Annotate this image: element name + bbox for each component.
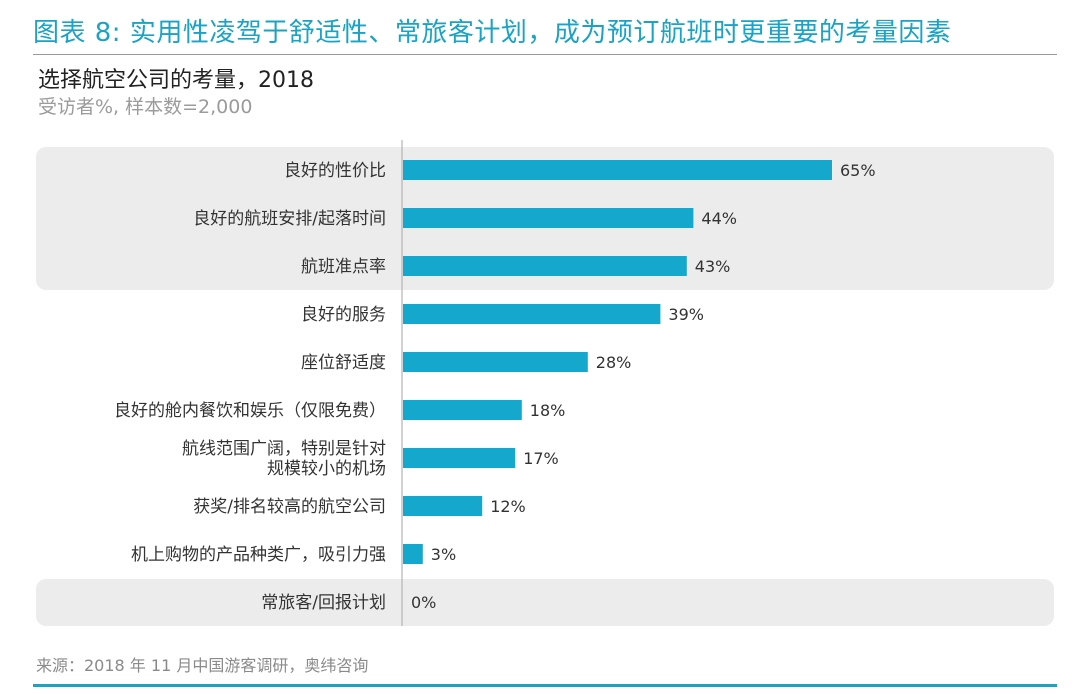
bar-7	[403, 496, 483, 516]
bar-8	[403, 544, 423, 564]
bar-3	[403, 304, 661, 324]
highlight-band-1	[36, 579, 1054, 626]
category-label-2: 航班准点率	[301, 257, 386, 277]
category-label-4: 座位舒适度	[301, 353, 386, 373]
category-label-1: 良好的航班安排/起落时间	[193, 209, 386, 229]
bottom-divider	[33, 684, 1057, 687]
value-label-6: 17%	[523, 449, 559, 468]
value-label-5: 18%	[530, 401, 566, 420]
category-label-6-line-0: 航线范围广阔，特别是针对	[182, 439, 386, 459]
value-labels: 65% 44% 43% 39% 28% 18% 17% 12% 3% 0%	[411, 161, 876, 612]
bar-2	[403, 256, 687, 276]
value-label-9: 0%	[411, 593, 436, 612]
category-label-8: 机上购物的产品种类广，吸引力强	[131, 545, 386, 565]
value-label-0: 65%	[840, 161, 876, 180]
figure-title: 图表 8: 实用性凌驾于舒适性、常旅客计划，成为预订航班时更重要的考量因素	[33, 18, 952, 48]
bar-0	[403, 160, 832, 180]
category-label-3: 良好的服务	[301, 305, 386, 325]
value-label-7: 12%	[490, 497, 526, 516]
category-label-7: 获奖/排名较高的航空公司	[193, 497, 386, 517]
value-label-2: 43%	[695, 257, 731, 276]
category-label-9: 常旅客/回报计划	[261, 593, 386, 613]
category-label-5: 良好的舱内餐饮和娱乐（仅限免费）	[114, 401, 386, 421]
title-divider	[33, 54, 1057, 55]
category-labels: 良好的性价比良好的航班安排/起落时间航班准点率良好的服务座位舒适度良好的舱内餐饮…	[114, 161, 386, 613]
value-label-1: 44%	[701, 209, 737, 228]
chart-title: 选择航空公司的考量，2018	[38, 68, 314, 93]
category-label-6-line-1: 规模较小的机场	[267, 459, 386, 479]
bars	[403, 160, 832, 564]
source-note: 来源：2018 年 11 月中国游客调研，奥纬咨询	[36, 656, 369, 675]
value-label-3: 39%	[668, 305, 704, 324]
value-label-8: 3%	[431, 545, 456, 564]
bar-1	[403, 208, 694, 228]
bar-4	[403, 352, 588, 372]
value-label-4: 28%	[596, 353, 632, 372]
bar-6	[403, 448, 516, 468]
chart-subtitle: 受访者%, 样本数=2,000	[38, 96, 253, 118]
bar-5	[403, 400, 522, 420]
category-label-0: 良好的性价比	[284, 161, 386, 181]
